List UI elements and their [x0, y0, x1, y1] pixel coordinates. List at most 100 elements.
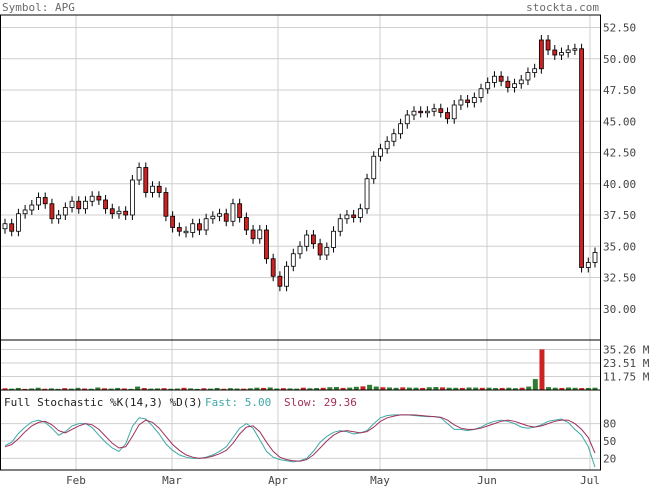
volume-tick-label: 35.26 M [603, 343, 650, 356]
candle-body [69, 200, 75, 208]
volume-bar [75, 387, 81, 390]
candle-body [538, 39, 544, 70]
x-tick-label: Jul [580, 474, 600, 486]
volume-bar [208, 388, 214, 390]
volume-bar [386, 387, 392, 390]
candle-body [203, 218, 209, 231]
price-tick-label: 50.00 [603, 53, 636, 66]
volume-bar [267, 387, 273, 390]
candle-body [512, 83, 517, 88]
volume-bar [367, 384, 373, 390]
candle-body [136, 167, 142, 181]
volume-bar [22, 388, 28, 390]
candle-body [337, 218, 343, 232]
candle-body [9, 223, 15, 232]
volume-bar [559, 387, 565, 390]
candle-body [163, 192, 169, 217]
price-tick-label: 45.00 [603, 115, 636, 128]
volume-bar [493, 388, 499, 390]
volume-bar [393, 387, 399, 390]
candle-body [56, 214, 62, 220]
volume-bar [221, 388, 227, 390]
volume-bar [526, 386, 532, 390]
candle-body [505, 80, 511, 88]
volume-bar [459, 387, 465, 390]
candle-body [284, 265, 289, 287]
volume-bar [453, 387, 459, 390]
candle-body [371, 155, 377, 180]
candle-body [190, 223, 196, 233]
volume-bar [406, 387, 412, 390]
candle-body [384, 140, 390, 150]
candle-body [36, 197, 41, 206]
candle-body [223, 213, 229, 222]
candle-body [150, 185, 155, 193]
volume-bar [314, 388, 320, 390]
volume-bar [479, 387, 485, 390]
volume-bar [519, 387, 525, 390]
volume-bar [128, 388, 134, 390]
candle-body [324, 247, 330, 256]
volume-bar [400, 387, 406, 390]
candle-body [532, 68, 538, 73]
volume-bar [546, 387, 552, 390]
volume-bar [254, 387, 260, 390]
volume-tick-label: 23.51 M [603, 357, 650, 370]
volume-bar [274, 388, 280, 390]
candle-body [579, 48, 584, 268]
candle-body [398, 123, 403, 135]
candle-body [230, 203, 236, 222]
volume-bar [227, 388, 233, 390]
volume-bar [287, 388, 293, 390]
volume-bar [154, 388, 160, 390]
volume-bar [188, 388, 194, 390]
volume-bar [552, 387, 558, 390]
volume-bar [194, 388, 200, 390]
candle-body [123, 210, 129, 216]
volume-bar [88, 388, 94, 390]
stochastic-tick-label: 50 [603, 435, 616, 448]
candle-body [445, 112, 450, 120]
volume-bar [466, 387, 472, 390]
candle-body [351, 214, 357, 218]
volume-bar [135, 386, 141, 390]
candle-body [277, 275, 283, 287]
candle-body [210, 215, 216, 220]
candle-body [176, 227, 182, 232]
candle-body [270, 258, 276, 277]
volume-bar [29, 388, 35, 390]
volume-bar [446, 387, 452, 390]
candle-body [411, 110, 417, 116]
volume-bar [9, 388, 15, 390]
volume-bar [333, 387, 339, 390]
candle-body [451, 104, 457, 120]
fast-line [4, 414, 596, 468]
volume-bar [234, 388, 240, 390]
volume-bar [82, 388, 88, 390]
price-tick-label: 42.50 [603, 147, 636, 160]
candle-body [103, 199, 108, 210]
candle-body [378, 148, 383, 157]
volume-bar [214, 387, 220, 390]
candle-body [42, 197, 48, 205]
volume-bar [121, 388, 127, 390]
candle-body [404, 114, 410, 125]
volume-bar [42, 388, 48, 390]
volume-bar [307, 388, 313, 390]
candle-body [96, 195, 102, 201]
panel-frames [0, 14, 601, 471]
volume-bar [565, 387, 571, 390]
volume-bar [294, 388, 300, 390]
site-label[interactable]: stockta.com [526, 1, 599, 14]
volume-bar [440, 387, 446, 390]
candle-body [478, 88, 484, 98]
volume-bar [201, 388, 207, 390]
candle-body [431, 108, 437, 112]
volume-bar [68, 388, 74, 390]
volume-bar [340, 387, 346, 390]
candle-body [197, 223, 202, 231]
price-tick-label: 40.00 [603, 178, 636, 191]
candle-body [552, 49, 558, 56]
candle-body [311, 234, 316, 245]
price-tick-label: 47.50 [603, 84, 636, 97]
